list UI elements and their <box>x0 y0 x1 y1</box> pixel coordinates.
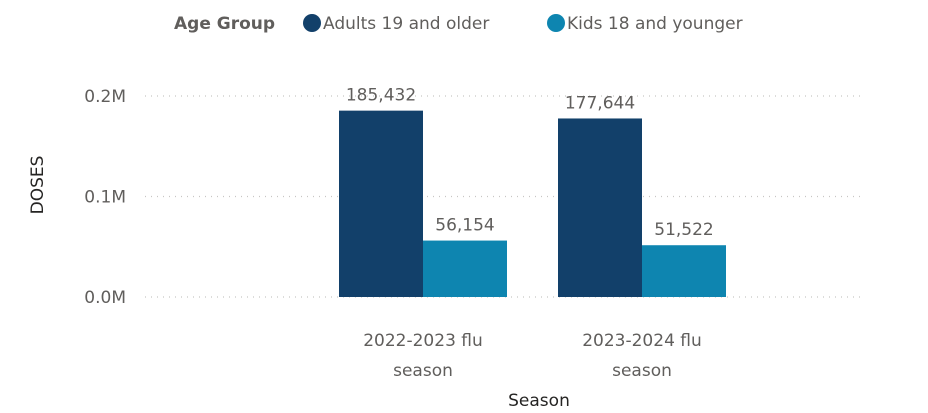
y-tick-label: 0.1M <box>84 188 126 208</box>
legend-label-2: Kids 18 and younger <box>567 14 743 34</box>
y-axis: 0.0M 0.1M 0.2M <box>84 87 126 308</box>
data-label: 51,522 <box>654 220 713 240</box>
data-labels: 185,432 56,154 177,644 51,522 <box>346 86 714 241</box>
bar <box>339 110 423 297</box>
y-tick-label: 0.2M <box>84 87 126 107</box>
legend-marker-1 <box>303 14 321 32</box>
y-tick-label: 0.0M <box>84 288 126 308</box>
data-label: 177,644 <box>565 93 635 113</box>
data-label: 185,432 <box>346 86 416 106</box>
x-tick-label: 2023-2024 flu season <box>582 331 702 381</box>
legend-label-1: Adults 19 and older <box>323 14 489 34</box>
y-axis-title: DOSES <box>28 156 48 215</box>
data-label: 56,154 <box>435 216 494 236</box>
bar <box>642 245 726 297</box>
bar <box>558 118 642 298</box>
bars <box>339 110 726 298</box>
x-axis-title: Season <box>508 391 570 411</box>
x-tick-label: 2022-2023 flu season <box>363 331 483 381</box>
bar <box>423 240 507 297</box>
legend-marker-2 <box>547 14 565 32</box>
x-axis: 2022-2023 flu season 2023-2024 flu season <box>363 331 702 381</box>
legend-title: Age Group <box>174 14 275 34</box>
legend: Age Group Adults 19 and older Kids 18 and… <box>174 14 743 34</box>
